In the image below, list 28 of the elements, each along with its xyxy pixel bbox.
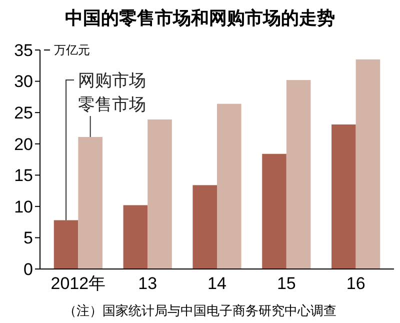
text: （注）国家统计局与中国电子商务研究中心调查 [64, 303, 336, 318]
y-tick-label: 35 [14, 40, 33, 60]
chart-title: 中国的零售市场和网购市场的走势 [65, 8, 335, 28]
bar [286, 80, 311, 269]
x-tick-label: 14 [208, 274, 226, 293]
y-tick-label: 0 [24, 260, 33, 279]
y-tick-label: 25 [14, 104, 33, 123]
x-tick-label: 15 [276, 274, 296, 293]
x-tick-label: 13 [138, 274, 158, 293]
y-tick-label: 10 [14, 197, 33, 216]
bar [262, 154, 286, 269]
bar [192, 185, 217, 269]
y-tick-label: 30 [14, 72, 33, 92]
x-tick-label: 16 [346, 274, 366, 293]
bar [78, 136, 102, 269]
series-label: 零售市场 [78, 94, 146, 114]
bar [332, 124, 356, 269]
bar [217, 104, 242, 269]
y-tick-label: 20 [14, 134, 33, 154]
bar [356, 59, 380, 269]
y-tick-label: 15 [14, 166, 33, 186]
y-axis-title: 万亿元 [54, 43, 90, 58]
bar [148, 119, 172, 269]
text: 网购市场 [78, 70, 146, 90]
bar [54, 220, 78, 269]
x-tick-label: 2012年 [50, 274, 106, 293]
bar [123, 205, 148, 269]
y-tick-label: 5 [24, 228, 33, 248]
